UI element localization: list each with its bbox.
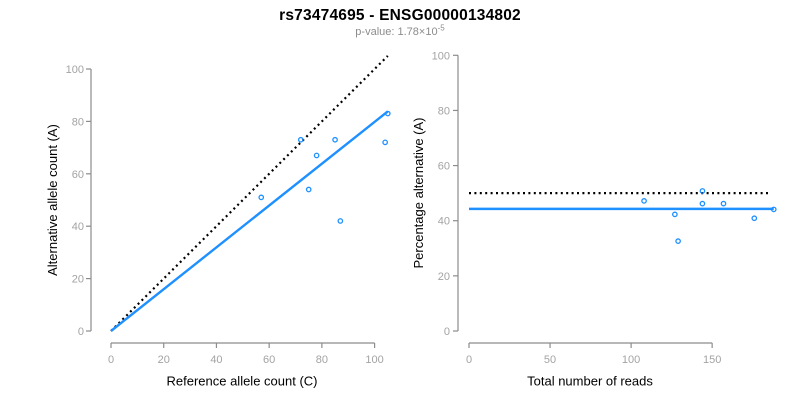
x-tick-label: 40 [210, 354, 222, 366]
data-point [641, 198, 647, 204]
y-tick-label: 40 [438, 216, 450, 228]
y-tick-label: 20 [72, 274, 84, 286]
x-tick-label: 150 [703, 354, 721, 366]
y-tick-label: 0 [444, 326, 450, 338]
p-value-exponent-superscript: -5 [437, 23, 445, 33]
data-point [258, 194, 265, 201]
x-tick-label: 100 [365, 354, 383, 366]
data-point [382, 139, 388, 146]
data-point [384, 110, 391, 117]
data-point [672, 211, 678, 218]
y-axis-title: Alternative allele count (A) [45, 124, 60, 276]
identity-line [110, 55, 389, 332]
data-point [675, 238, 681, 244]
y-tick-label: 100 [66, 64, 84, 76]
data-point [337, 218, 344, 224]
data-point [297, 136, 304, 143]
p-value-text: p-value: 1.78×10 [355, 26, 438, 38]
y-tick-label: 80 [72, 116, 84, 128]
y-tick-label: 40 [72, 221, 84, 233]
regression-line [110, 110, 389, 332]
chart-subtitle: p-value: 1.78×10-5 [0, 23, 800, 38]
y-tick-label: 60 [438, 161, 450, 173]
left-plot-allele-counts: 0 20 40 60 80 100 0 20 40 60 80 100 Reference allele… [45, 55, 391, 389]
data-point [770, 206, 777, 213]
chart-title: rs73474695 - ENSG00000134802 [279, 7, 521, 24]
y-tick-label: 0 [78, 326, 84, 338]
x-tick-label: 0 [108, 354, 114, 366]
x-axis-title: Total number of reads [527, 374, 653, 389]
y-tick-label: 100 [432, 50, 450, 62]
y-tick-label: 20 [438, 271, 450, 283]
x-tick-label: 100 [622, 354, 640, 366]
right-plot-percentage-vs-reads: 0 20 40 60 80 100 0 50 100 150 Total number of rea… [411, 50, 777, 389]
y-tick-label: 80 [438, 105, 450, 117]
x-tick-label: 0 [466, 354, 472, 366]
x-axis-title: Reference allele count (C) [166, 374, 317, 389]
data-point [699, 200, 706, 207]
data-point [332, 136, 338, 143]
x-tick-label: 20 [158, 354, 170, 366]
data-point [751, 215, 758, 222]
x-tick-label: 80 [316, 354, 328, 366]
y-axis-title: Percentage alternative (A) [411, 117, 426, 268]
data-point [313, 152, 320, 159]
y-tick-label: 60 [72, 169, 84, 181]
x-tick-label: 50 [544, 354, 556, 366]
data-point [699, 188, 706, 194]
x-tick-label: 60 [263, 354, 275, 366]
data-point [305, 186, 312, 193]
data-point [720, 200, 727, 207]
